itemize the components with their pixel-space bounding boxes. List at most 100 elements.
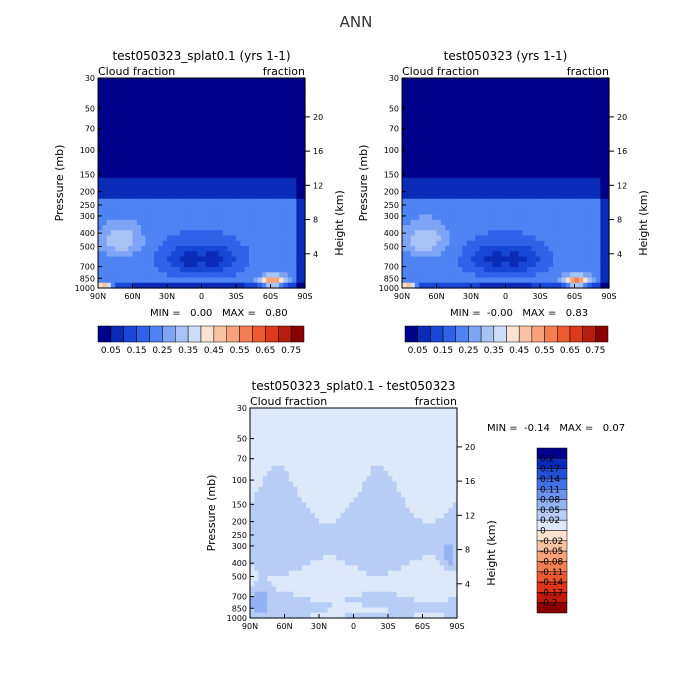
field-cell	[167, 141, 172, 147]
field-cell	[205, 114, 211, 121]
field-cell	[231, 188, 237, 195]
field-cell	[231, 251, 237, 258]
field-cell	[310, 576, 316, 582]
field-cell	[336, 434, 342, 441]
field-cell	[300, 188, 306, 195]
field-cell	[262, 534, 268, 540]
field-cell	[218, 219, 224, 226]
field-cell	[509, 114, 515, 121]
field-cell	[254, 418, 260, 425]
field-cell	[227, 277, 233, 284]
field-cell	[596, 172, 601, 179]
field-cell	[406, 246, 412, 252]
field-cell	[275, 450, 281, 456]
field-cell	[527, 246, 532, 252]
field-cell	[279, 120, 285, 126]
field-cell	[162, 135, 168, 142]
field-cell	[128, 272, 134, 279]
field-cell	[349, 502, 355, 509]
field-cell	[496, 183, 502, 189]
field-cell	[501, 267, 507, 273]
field-cell	[540, 272, 545, 279]
field-cell	[192, 162, 198, 168]
field-cell	[136, 183, 142, 189]
field-cell	[574, 162, 580, 168]
field-cell	[98, 130, 103, 137]
field-cell	[167, 277, 172, 284]
field-cell	[154, 172, 159, 179]
field-cell	[254, 492, 260, 498]
field-cell	[236, 230, 241, 237]
field-cell	[488, 88, 494, 95]
field-cell	[262, 486, 268, 493]
field-cell	[162, 167, 168, 174]
field-cell	[578, 246, 584, 252]
field-cell	[505, 141, 511, 147]
field-cell	[179, 146, 185, 153]
field-cell	[240, 193, 246, 200]
field-cell	[98, 162, 103, 168]
field-cell	[301, 586, 307, 593]
field-cell	[561, 214, 567, 221]
field-cell	[250, 507, 255, 514]
field-cell	[98, 198, 103, 205]
field-cell	[449, 93, 455, 100]
field-cell	[574, 151, 580, 158]
field-cell	[531, 99, 537, 105]
field-cell	[132, 177, 138, 184]
field-cell	[192, 183, 198, 189]
field-cell	[427, 198, 433, 205]
field-cell	[492, 214, 498, 221]
field-cell	[240, 261, 246, 268]
field-cell	[557, 183, 563, 189]
field-cell	[274, 204, 280, 210]
field-cell	[300, 104, 306, 111]
field-cell	[492, 267, 498, 273]
field-cell	[210, 172, 216, 179]
field-cell	[136, 193, 142, 200]
field-cell	[158, 156, 164, 163]
field-cell	[306, 576, 311, 582]
field-cell	[518, 109, 524, 116]
field-cell	[479, 99, 485, 105]
field-cell	[297, 528, 303, 535]
field-cell	[331, 581, 337, 588]
field-cell	[509, 78, 515, 84]
field-cell	[475, 214, 481, 221]
field-cell	[283, 272, 289, 279]
field-cell	[119, 230, 125, 237]
field-cell	[167, 156, 172, 163]
field-cell	[527, 209, 532, 216]
field-cell	[445, 135, 451, 142]
field-cell	[214, 156, 220, 163]
field-cell	[427, 204, 433, 210]
field-cell	[141, 251, 147, 258]
field-cell	[231, 230, 237, 237]
field-cell	[210, 256, 216, 263]
field-cell	[283, 83, 289, 90]
field-cell	[267, 576, 273, 582]
field-cell	[548, 141, 554, 147]
field-cell	[132, 135, 138, 142]
field-cell	[296, 141, 302, 147]
field-cell	[591, 104, 597, 111]
field-cell	[119, 246, 125, 252]
field-cell	[462, 177, 468, 184]
field-cell	[218, 135, 224, 142]
field-cell	[227, 251, 233, 258]
field-cell	[552, 88, 558, 95]
field-cell	[258, 581, 264, 588]
field-cell	[266, 109, 272, 116]
field-cell	[432, 162, 438, 168]
x-tick-label: 0	[503, 292, 508, 301]
field-cell	[248, 177, 254, 184]
field-cell	[488, 146, 494, 153]
field-cell	[271, 502, 277, 509]
field-cell	[175, 251, 181, 258]
field-cell	[267, 513, 273, 519]
field-cell	[596, 151, 601, 158]
field-cell	[158, 151, 164, 158]
field-cell	[106, 188, 112, 195]
field-cell	[336, 408, 342, 414]
field-cell	[192, 256, 198, 263]
